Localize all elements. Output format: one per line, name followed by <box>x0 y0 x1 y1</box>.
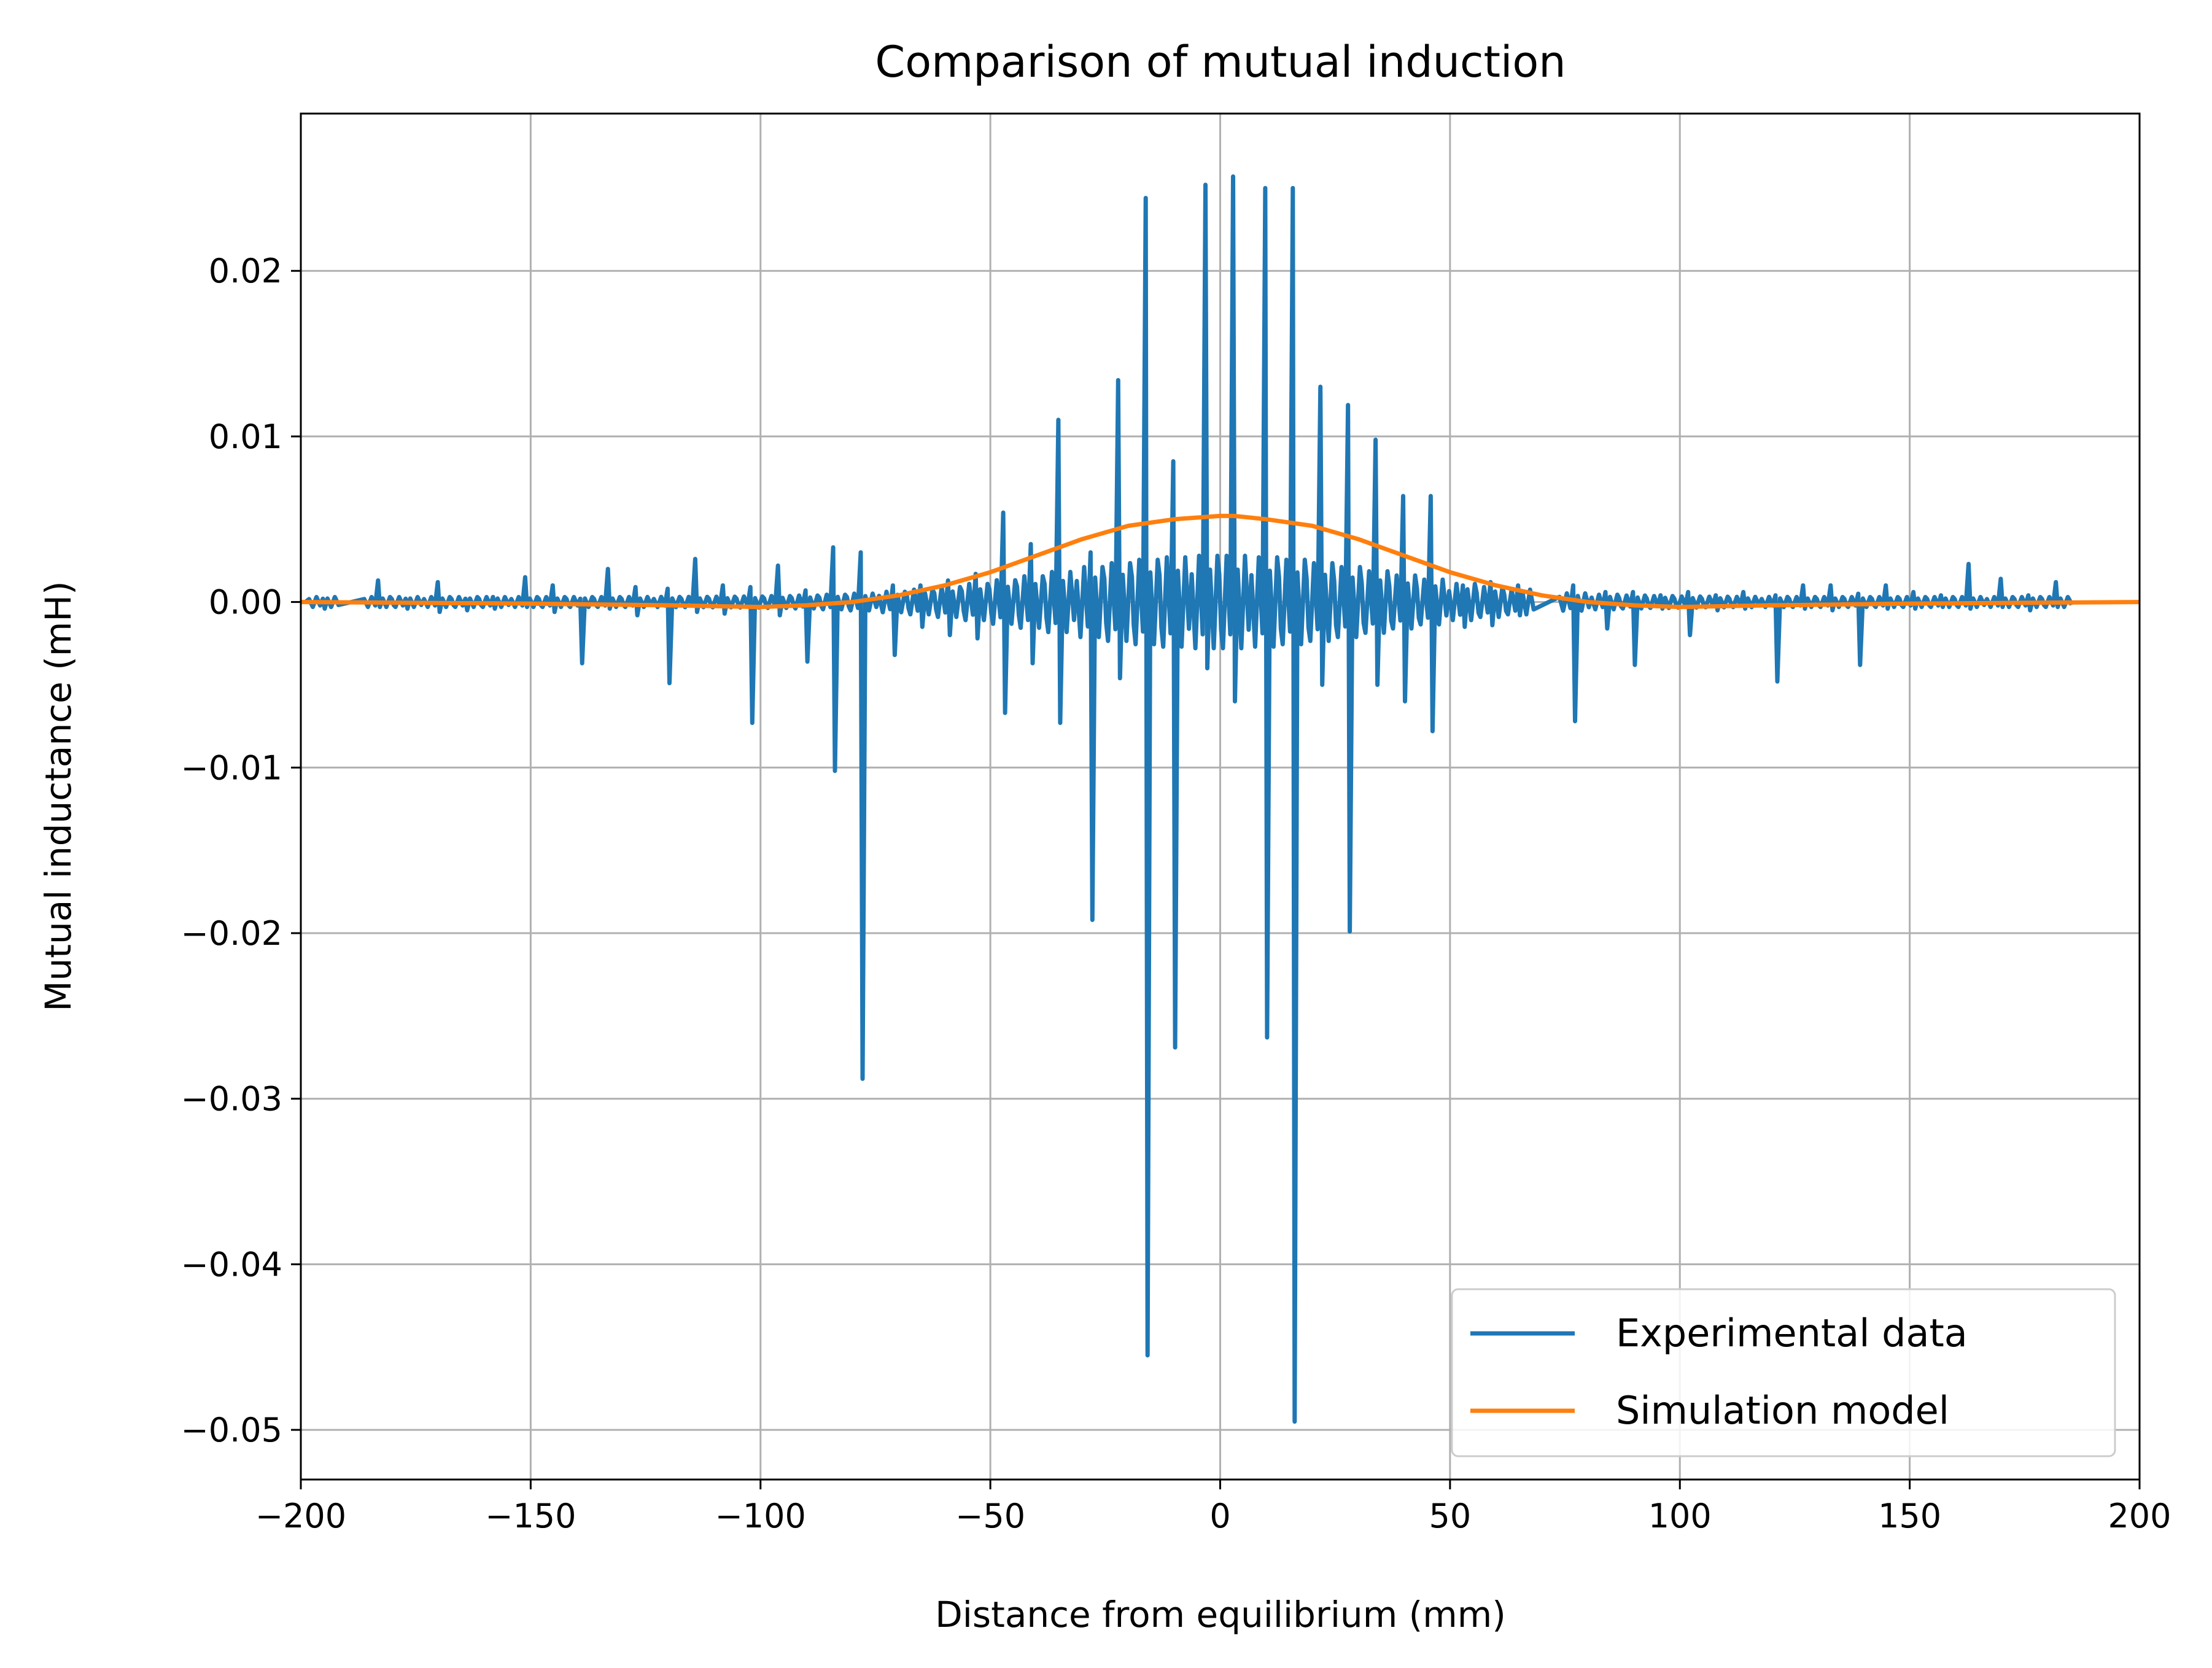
x-tick-label: 100 <box>1648 1497 1712 1535</box>
legend: Experimental data Simulation model <box>1451 1288 2116 1457</box>
x-axis-label: Distance from equilibrium (mm) <box>935 1594 1506 1635</box>
y-tick-label: −0.03 <box>181 1080 282 1119</box>
x-tick-label: −100 <box>715 1497 806 1535</box>
legend-label-experimental: Experimental data <box>1616 1311 1968 1356</box>
y-tick-label: 0.00 <box>209 583 282 622</box>
y-tick-label: 0.02 <box>209 252 282 290</box>
legend-box <box>1451 1288 2116 1457</box>
y-tick-label: −0.02 <box>181 914 282 953</box>
y-axis-label: Mutual inductance (mH) <box>37 581 79 1011</box>
y-axis-ticks: 0.02 0.01 0.00 −0.01 −0.02 −0.03 −0.04 −0.05 <box>181 252 301 1449</box>
y-tick-label: −0.04 <box>181 1245 282 1284</box>
x-tick-label: 0 <box>1209 1497 1230 1535</box>
x-tick-label: 150 <box>1878 1497 1941 1535</box>
y-tick-label: −0.05 <box>181 1411 282 1449</box>
series-simulation-model-line <box>301 513 2140 610</box>
y-tick-label: −0.01 <box>181 748 282 787</box>
x-axis-ticks: −200 −150 −100 −50 0 50 100 150 200 <box>255 1480 2171 1535</box>
legend-label-simulation: Simulation model <box>1616 1388 1949 1433</box>
x-tick-label: −200 <box>255 1497 346 1535</box>
chart-title: Comparison of mutual induction <box>875 37 1566 87</box>
x-tick-label: −50 <box>955 1497 1025 1535</box>
x-tick-label: 50 <box>1429 1497 1472 1535</box>
series-layer <box>301 174 2140 1424</box>
x-tick-label: 200 <box>2108 1497 2171 1535</box>
x-tick-label: −150 <box>485 1497 576 1535</box>
y-tick-label: 0.01 <box>209 417 282 456</box>
